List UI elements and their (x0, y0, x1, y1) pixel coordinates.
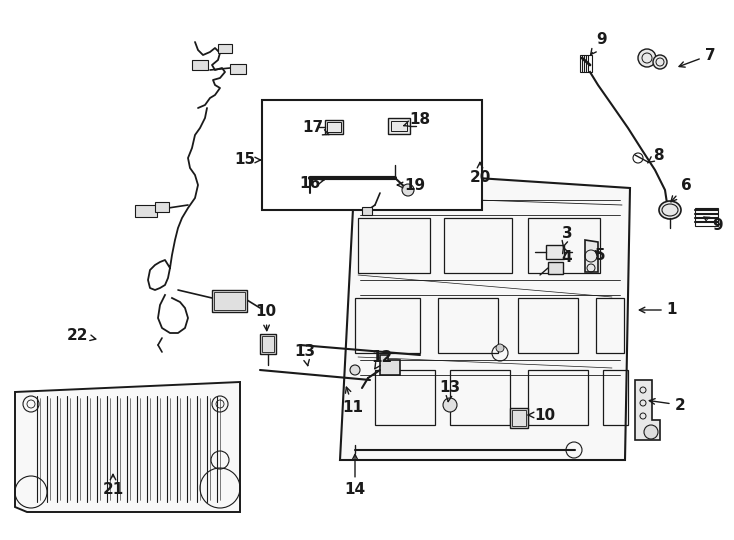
Bar (358, 218, 430, 273)
Polygon shape (380, 355, 400, 375)
Circle shape (496, 344, 504, 352)
Bar (450, 370, 510, 425)
Circle shape (653, 55, 667, 69)
Bar (355, 298, 420, 353)
Text: 19: 19 (397, 178, 426, 192)
Text: 1: 1 (639, 302, 677, 318)
Bar (512, 410, 526, 426)
Text: 7: 7 (679, 48, 716, 67)
Text: 21: 21 (102, 474, 123, 497)
Circle shape (402, 184, 414, 196)
Bar (135, 205, 157, 217)
Bar (218, 44, 232, 53)
Bar (695, 208, 718, 226)
Text: 20: 20 (469, 163, 491, 186)
Circle shape (443, 398, 457, 412)
Text: 10: 10 (528, 408, 556, 422)
Polygon shape (340, 170, 630, 460)
Bar (596, 298, 624, 353)
Bar (262, 336, 274, 352)
Text: 6: 6 (671, 178, 691, 202)
Text: 15: 15 (234, 152, 261, 167)
Text: 14: 14 (344, 454, 366, 497)
Bar (362, 207, 372, 215)
Bar (528, 370, 588, 425)
Bar (580, 55, 592, 72)
Bar (260, 334, 276, 354)
Text: 3: 3 (562, 226, 573, 247)
Circle shape (638, 49, 656, 67)
Text: 13: 13 (294, 345, 316, 366)
Text: 2: 2 (650, 397, 686, 413)
Polygon shape (585, 240, 598, 272)
Bar (214, 292, 245, 310)
Text: 5: 5 (595, 247, 606, 262)
Text: 18: 18 (404, 112, 431, 127)
Bar (262, 100, 482, 210)
Text: 17: 17 (302, 120, 329, 136)
Bar (546, 245, 564, 259)
Bar (518, 298, 578, 353)
Bar (388, 118, 410, 134)
Bar (510, 408, 528, 428)
Bar (438, 298, 498, 353)
Polygon shape (15, 382, 240, 512)
Bar (603, 370, 628, 425)
Text: 16: 16 (299, 176, 324, 191)
Circle shape (644, 425, 658, 439)
Bar (212, 290, 247, 312)
Bar (192, 60, 208, 70)
Text: 9: 9 (704, 217, 723, 233)
Bar (375, 370, 435, 425)
Text: 12: 12 (371, 350, 393, 369)
Text: 22: 22 (68, 327, 95, 342)
Bar (391, 121, 407, 131)
Bar (230, 64, 246, 74)
Circle shape (350, 365, 360, 375)
Text: 11: 11 (343, 387, 363, 415)
Bar (548, 262, 563, 274)
Polygon shape (635, 380, 660, 440)
Ellipse shape (659, 201, 681, 219)
Text: 4: 4 (562, 247, 573, 266)
Text: 8: 8 (647, 147, 664, 163)
Bar (155, 202, 169, 212)
Bar (325, 120, 343, 134)
Bar (528, 218, 600, 273)
Bar (327, 122, 341, 132)
Text: 10: 10 (255, 305, 277, 330)
Text: 9: 9 (591, 32, 607, 55)
Bar (444, 218, 512, 273)
Text: 13: 13 (440, 381, 460, 402)
